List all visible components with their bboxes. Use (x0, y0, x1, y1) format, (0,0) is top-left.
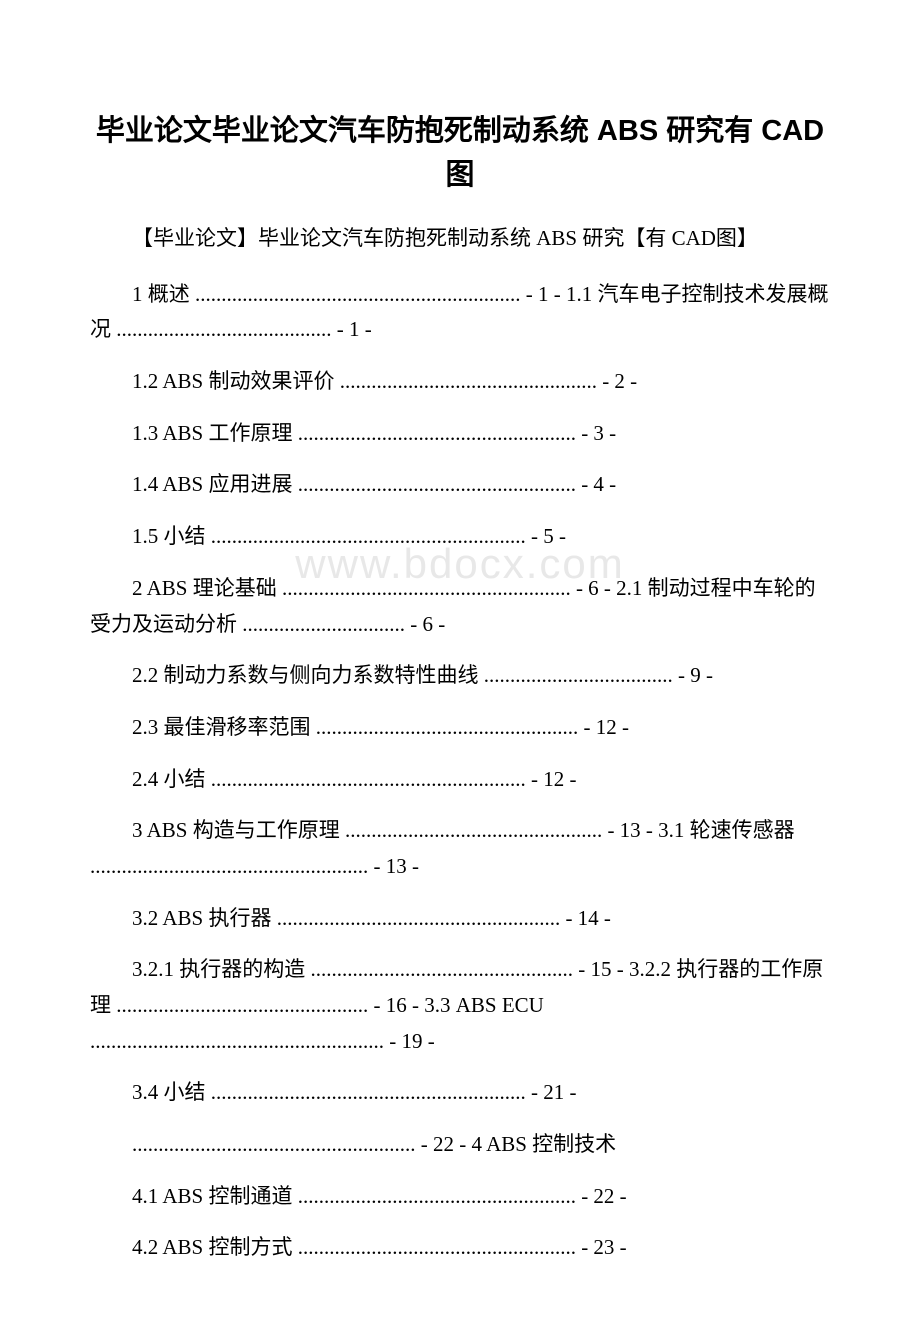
document-subtitle: 【毕业论文】毕业论文汽车防抱死制动系统 ABS 研究【有 CAD图】 (90, 221, 830, 257)
toc-entry: 1.4 ABS 应用进展 ...........................… (90, 467, 830, 503)
toc-entry: 2 ABS 理论基础 .............................… (90, 571, 830, 642)
toc-entry: 1.5 小结 .................................… (90, 519, 830, 555)
toc-entry: 2.4 小结 .................................… (90, 762, 830, 798)
toc-entry: 3.2.1 执行器的构造 ...........................… (90, 952, 830, 1059)
toc-entry: 3.2 ABS 执行器 ............................… (90, 901, 830, 937)
toc-entry: 1 概述 ...................................… (90, 277, 830, 348)
document-title: 毕业论文毕业论文汽车防抱死制动系统 ABS 研究有 CAD 图 (90, 110, 830, 197)
toc-entry: 2.2 制动力系数与侧向力系数特性曲线 ....................… (90, 658, 830, 694)
toc-entry: 2.3 最佳滑移率范围 ............................… (90, 710, 830, 746)
toc-entry: 3 ABS 构造与工作原理 ..........................… (90, 813, 830, 884)
toc-entry: 3.4 小结 .................................… (90, 1075, 830, 1111)
toc-entry: 1.2 ABS 制动效果评价 .........................… (90, 364, 830, 400)
toc-entry: ........................................… (90, 1127, 830, 1163)
toc-entry: 4.2 ABS 控制方式 ...........................… (90, 1230, 830, 1266)
toc-entry: 1.3 ABS 工作原理 ...........................… (90, 416, 830, 452)
toc-entry: 4.1 ABS 控制通道 ...........................… (90, 1179, 830, 1215)
